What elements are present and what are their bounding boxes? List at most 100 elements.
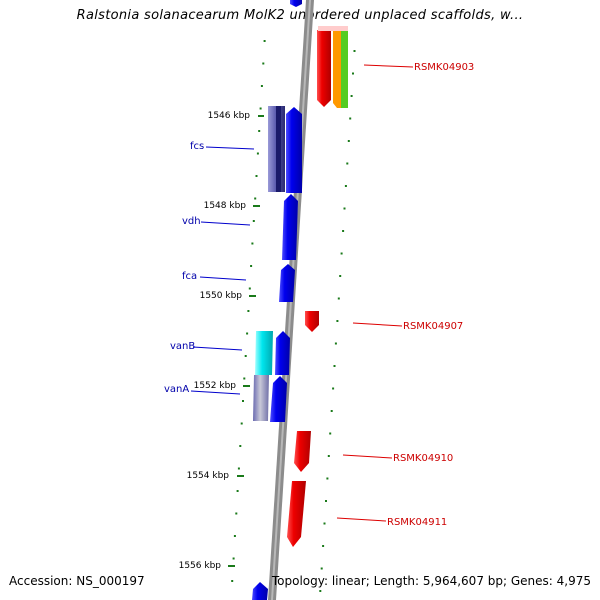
scale-label-1546: 1546 kbp: [208, 111, 251, 121]
scale-dot-right: [336, 320, 339, 322]
scale-dot-left: [259, 107, 262, 110]
label-fca[interactable]: fca: [182, 271, 247, 282]
summary-label: Topology: linear; Length: 5,964,607 bp; …: [271, 574, 591, 588]
scale-dot-left: [242, 400, 244, 402]
scale-dot-left: [251, 242, 254, 245]
scale-dot-right: [325, 500, 327, 502]
scale-dot-left: [250, 265, 253, 267]
scale-dot-left: [236, 490, 239, 492]
scale-dot-right: [334, 342, 337, 345]
gene-fca[interactable]: [279, 264, 295, 302]
label-vdh-text: vdh: [182, 216, 201, 227]
scale-dot-left: [262, 62, 265, 65]
scale-dot-right: [347, 140, 350, 142]
scale-dot-right: [322, 545, 325, 547]
left-strand-genes: [252, 106, 302, 600]
scale-dot-right: [353, 50, 356, 52]
scale-dot-right: [343, 207, 346, 210]
label-fca-text: fca: [182, 271, 197, 282]
scale-dot-left: [246, 332, 249, 335]
label-vanB-text: vanB: [170, 341, 195, 352]
scale-dot-left: [244, 355, 247, 357]
scale-label-1554: 1554 kbp: [187, 471, 230, 481]
gene-fcs-block-inner: [276, 106, 281, 192]
label-RSMK04907-text: RSMK04907: [403, 321, 463, 332]
scale-dot-left: [240, 422, 243, 425]
scale-dot-right: [346, 162, 349, 165]
gene-feature-top[interactable]: [290, 0, 302, 7]
scale-ticks-left: [231, 40, 266, 582]
scale-dot-right: [340, 252, 343, 255]
label-RSMK04911[interactable]: RSMK04911: [336, 517, 447, 528]
scale-label-1556: 1556 kbp: [179, 561, 222, 571]
scale-dot-right: [333, 365, 336, 367]
scale-dot-right: [342, 230, 345, 232]
label-vanB[interactable]: vanB: [170, 341, 243, 352]
scale-dot-right: [337, 297, 340, 300]
label-fcs[interactable]: fcs: [190, 141, 255, 152]
scale-dot-right: [339, 275, 342, 277]
scale-label-1552: 1552 kbp: [194, 381, 237, 391]
gene-vanB-partner[interactable]: [275, 331, 290, 375]
gene-RSMK04910[interactable]: [294, 431, 311, 472]
right-strand-genes: [287, 26, 348, 547]
gene-RSMK04903-red[interactable]: [317, 30, 331, 107]
scale-dot-left: [255, 175, 258, 177]
label-vanA-text: vanA: [164, 384, 189, 395]
scale-dot-left: [233, 535, 236, 537]
scale-dot-left: [254, 197, 257, 200]
scale-dot-right: [320, 567, 323, 570]
scale-major-ticks: [228, 115, 264, 567]
gene-RSMK04903-pink: [318, 26, 348, 31]
map-title: Ralstonia solanacearum MolK2 unordered u…: [76, 8, 524, 23]
scale-dot-left: [231, 580, 234, 582]
scale-label-1548: 1548 kbp: [204, 201, 247, 211]
left-gene-labels: fcs vdh fca vanB vanA: [164, 141, 255, 395]
label-RSMK04903[interactable]: RSMK04903: [363, 62, 474, 73]
scale-dot-right: [326, 477, 329, 480]
scale-dot-left: [235, 512, 238, 515]
label-vanA[interactable]: vanA: [164, 384, 241, 395]
scale-dot-right: [319, 590, 322, 592]
scale-dot-right: [327, 455, 330, 457]
scale-dot-right: [349, 117, 352, 120]
accession-label: Accession: NS_000197: [9, 574, 145, 588]
scale-dot-right: [332, 387, 335, 390]
label-RSMK04903-text: RSMK04903: [414, 62, 474, 73]
scale-dot-right: [323, 522, 326, 525]
gene-vdh[interactable]: [282, 194, 298, 260]
scale-ticks-right: [319, 50, 356, 592]
scale-dot-left: [243, 377, 246, 380]
label-fcs-text: fcs: [190, 141, 204, 152]
gene-feature-bottom[interactable]: [252, 582, 268, 600]
gene-RSMK04907[interactable]: [305, 311, 319, 332]
gene-RSMK04911[interactable]: [287, 481, 306, 547]
gene-RSMK04903-orange[interactable]: [333, 30, 341, 108]
scale-dot-left: [263, 40, 266, 42]
scale-dot-left: [248, 287, 251, 290]
scale-dot-left: [239, 445, 242, 447]
gene-fcs[interactable]: [286, 107, 302, 193]
scale-dot-left: [247, 310, 250, 312]
gene-vanB[interactable]: [255, 331, 273, 375]
scale-dot-left: [256, 152, 259, 155]
label-RSMK04907[interactable]: RSMK04907: [352, 321, 463, 332]
scale-dot-right: [330, 410, 333, 412]
scale-dot-right: [350, 95, 353, 97]
gene-vanA-partner[interactable]: [270, 376, 287, 422]
right-gene-labels: RSMK04903 RSMK04907 RSMK04910 RSMK04911: [336, 62, 474, 528]
label-RSMK04910[interactable]: RSMK04910: [342, 453, 453, 464]
scale-dot-left: [258, 130, 261, 132]
scale-dot-left: [252, 220, 255, 222]
scale-dot-right: [344, 185, 347, 187]
scale-labels: 1546 kbp 1548 kbp 1550 kbp 1552 kbp 1554…: [179, 111, 251, 571]
scale-dot-left: [237, 467, 240, 470]
scale-dot-right: [352, 72, 354, 75]
scale-dot-left: [260, 85, 263, 87]
gene-RSMK04903-green[interactable]: [341, 30, 348, 108]
label-vdh[interactable]: vdh: [182, 216, 251, 227]
gene-vanA[interactable]: [253, 375, 269, 421]
label-RSMK04911-text: RSMK04911: [387, 517, 447, 528]
